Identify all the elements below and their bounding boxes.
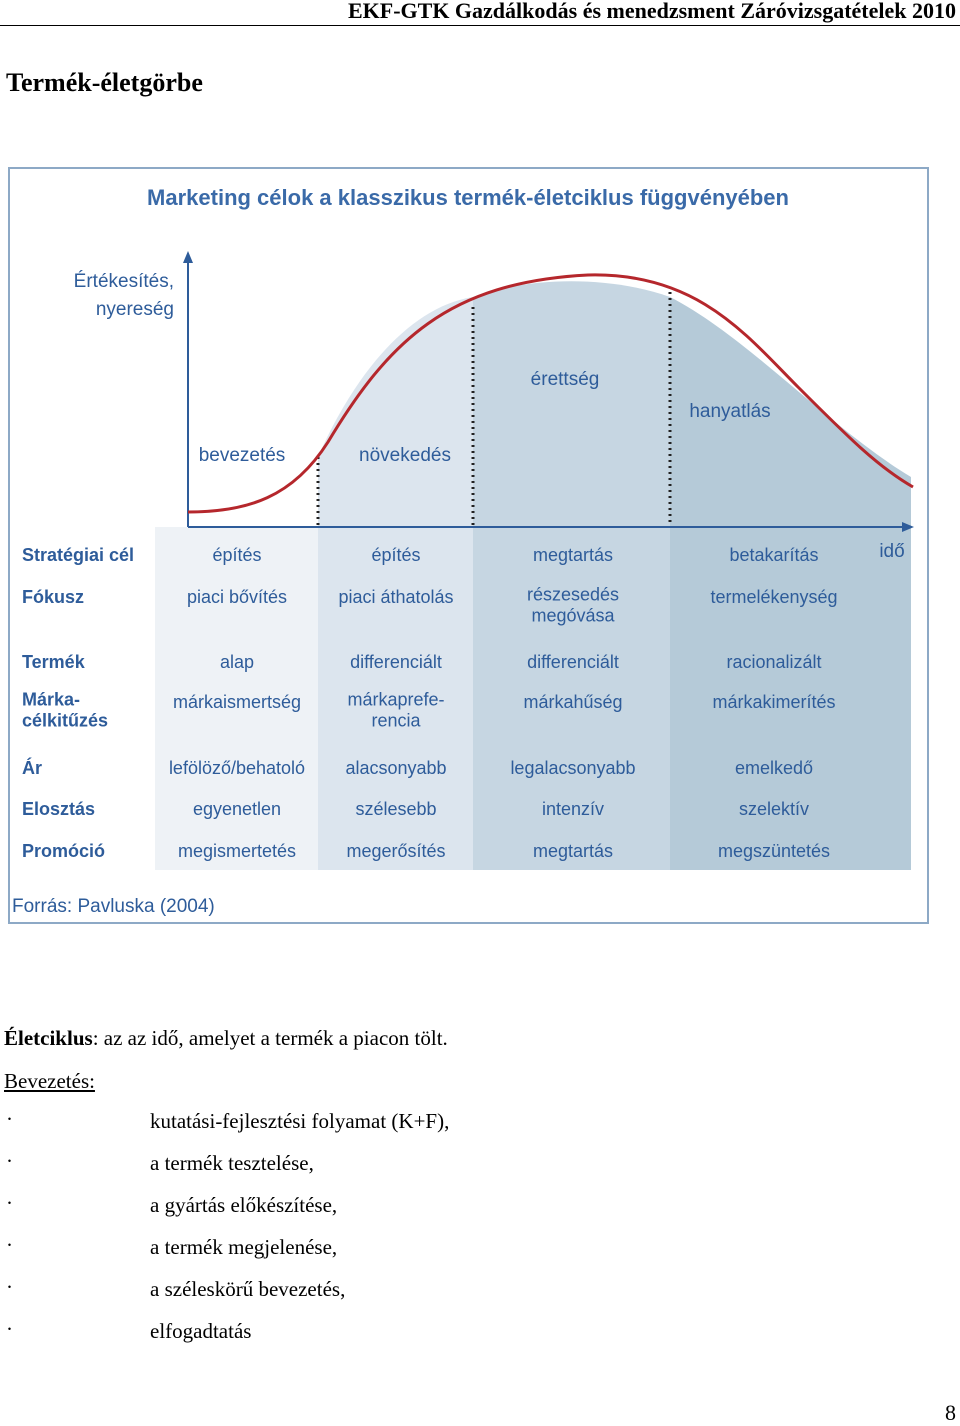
table-cell: piaci áthatolás [338, 587, 453, 607]
phase-bg-novekedes [318, 297, 473, 870]
table-cell: piaci bővítés [187, 587, 287, 607]
list-item-text: kutatási-fejlesztési folyamat (K+F), [150, 1109, 450, 1133]
phase-label-novekedes: növekedés [359, 445, 451, 466]
row-label: Márka- [22, 690, 80, 710]
bullet-dot: · [6, 1191, 13, 1215]
table-cell: alap [220, 652, 254, 672]
figure-source: Forrás: Pavluska (2004) [12, 896, 215, 917]
table-cell: márkaismertség [173, 692, 301, 712]
row-label: célkitűzés [22, 711, 108, 731]
table-cell: márkahűség [523, 692, 622, 712]
y-axis-arrow [183, 251, 193, 263]
table-cell: rencia [371, 711, 421, 731]
row-labels: Stratégiai cél Fókusz Termék Márka-célkitűz… [22, 545, 134, 861]
table-cell: alacsonyabb [345, 758, 446, 778]
table-cell: termelékenység [710, 587, 837, 607]
x-axis-arrow [902, 522, 914, 532]
row-label: Termék [22, 652, 86, 672]
table-cell: betakarítás [729, 545, 818, 565]
row-label: Fókusz [22, 587, 84, 607]
page-number: 8 [945, 1400, 956, 1425]
table-cell: racionalizált [726, 652, 821, 672]
table-cell: részesedés [527, 585, 619, 605]
table-cell: megóvása [531, 606, 615, 626]
table-cell: megtartás [533, 545, 613, 565]
row-label: Ár [22, 757, 42, 778]
table-cells: építés piaci bővítés alap márkaismertség lef… [169, 545, 838, 861]
row-label: Elosztás [22, 799, 95, 819]
bullet-dot: · [6, 1317, 13, 1341]
lifecycle-definition: Életciklus: az az idő, amelyet a termék … [4, 1026, 448, 1051]
page-header: EKF-GTK Gazdálkodás és menedzsment Záróv… [0, 0, 960, 26]
definition-term: Életciklus [4, 1026, 93, 1050]
table-cell: megismertetés [178, 841, 296, 861]
table-cell: intenzív [542, 799, 604, 819]
bullet-dot: · [6, 1107, 13, 1131]
list-item-text: a termék megjelenése, [150, 1235, 338, 1259]
table-cell: építés [371, 545, 420, 565]
phase-bg-bevezetes [155, 527, 318, 870]
table-cell: legalacsonyabb [510, 758, 635, 778]
table-cell: márkaprefe- [347, 690, 444, 710]
figure-title: Marketing célok a klasszikus termék-élet… [147, 185, 789, 210]
table-cell: differenciált [527, 652, 619, 672]
table-cell: építés [212, 545, 261, 565]
table-cell: egyenetlen [193, 799, 281, 819]
phase-label-bevezetes: bevezetés [199, 445, 286, 466]
row-label: Stratégiai cél [22, 545, 134, 565]
page-title: Termék-életgörbe [6, 68, 203, 97]
subheading-bevezetes: Bevezetés: [4, 1069, 95, 1093]
table-cell: szelektív [739, 799, 809, 819]
row-label: Promóció [22, 841, 105, 861]
lifecycle-figure: Marketing célok a klasszikus termék-élet… [8, 167, 929, 924]
phase-bg-erettseg [473, 281, 670, 870]
bullet-dot: · [6, 1149, 13, 1173]
bullet-dot: · [6, 1275, 13, 1299]
table-cell: márkakimerítés [712, 692, 835, 712]
list-item-text: elfogadtatás [150, 1319, 252, 1343]
table-cell: szélesebb [355, 799, 436, 819]
table-cell: megerősítés [346, 841, 445, 861]
phase-label-hanyatlas: hanyatlás [689, 401, 770, 422]
lifecycle-diagram: Marketing célok a klasszikus termék-élet… [8, 167, 929, 924]
definition-text: : az az idő, amelyet a termék a piacon t… [92, 1026, 448, 1050]
y-axis-label-line1: Értékesítés, [74, 271, 174, 292]
x-axis-label: idő [879, 541, 904, 562]
table-cell: lefölöző/behatoló [169, 758, 305, 778]
table-cell: megszüntetés [718, 841, 830, 861]
bullet-dot: · [6, 1233, 13, 1257]
phase-label-erettseg: érettség [531, 369, 600, 390]
table-cell: differenciált [350, 652, 442, 672]
lifecycle-curve [187, 273, 914, 514]
y-axis-label-line2: nyereség [96, 299, 174, 320]
table-cell: emelkedő [735, 758, 813, 778]
list-item-text: a széleskörű bevezetés, [150, 1277, 346, 1301]
list-item-text: a gyártás előkészítése, [150, 1193, 338, 1217]
header-text: EKF-GTK Gazdálkodás és menedzsment Záróv… [347, 0, 956, 23]
table-cell: megtartás [533, 841, 613, 861]
list-item-text: a termék tesztelése, [150, 1151, 314, 1175]
